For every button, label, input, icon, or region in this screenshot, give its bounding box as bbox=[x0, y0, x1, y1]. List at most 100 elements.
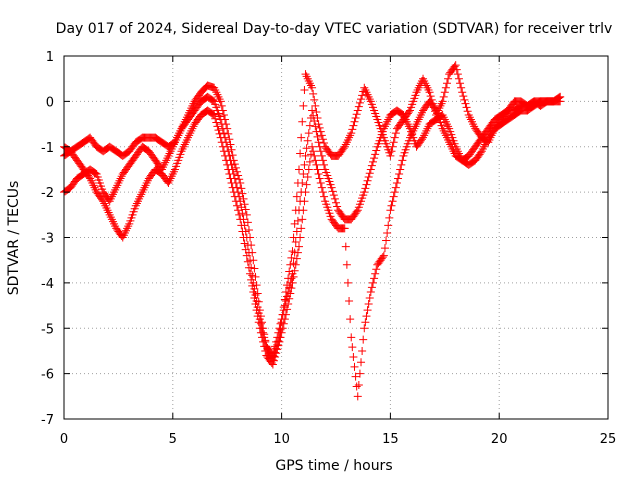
data-point-fill bbox=[346, 131, 355, 140]
data-point-fill bbox=[415, 113, 424, 122]
data-point-fill bbox=[391, 183, 400, 192]
data-point bbox=[353, 392, 362, 401]
data-point-fill bbox=[300, 197, 309, 206]
data-point-fill bbox=[302, 180, 311, 189]
data-point-fill bbox=[251, 272, 260, 281]
data-point-fill bbox=[372, 265, 381, 274]
data-point-fill bbox=[351, 372, 360, 381]
data-point-fill bbox=[387, 201, 396, 210]
data-point bbox=[216, 115, 225, 124]
data-point-fill bbox=[302, 72, 311, 81]
data-point bbox=[360, 188, 369, 197]
data-point-fill bbox=[137, 190, 146, 199]
data-point-fill bbox=[256, 319, 265, 328]
data-point-fill bbox=[371, 269, 380, 278]
data-point-fill bbox=[260, 342, 269, 351]
data-point-fill bbox=[140, 183, 149, 192]
data-point-fill bbox=[390, 133, 399, 142]
data-point-fill bbox=[384, 221, 393, 230]
data-point-fill bbox=[348, 343, 357, 352]
data-point-fill bbox=[182, 135, 191, 144]
data-point-fill bbox=[237, 184, 246, 193]
data-point-fill bbox=[292, 192, 301, 201]
data-point-fill bbox=[297, 133, 306, 142]
data-point-fill bbox=[345, 297, 354, 306]
data-point-fill bbox=[439, 126, 448, 135]
data-point bbox=[301, 151, 310, 160]
data-point-fill bbox=[442, 79, 451, 88]
series-3 bbox=[60, 97, 565, 401]
data-point-fill bbox=[310, 95, 319, 104]
data-point-fill bbox=[108, 217, 117, 226]
data-point-fill bbox=[408, 129, 417, 138]
data-point-fill bbox=[187, 126, 196, 135]
x-axis-ticks: 0 5 10 15 20 25 bbox=[60, 56, 616, 447]
data-point-fill bbox=[124, 222, 133, 231]
data-point-fill bbox=[231, 197, 240, 206]
x-axis-label: GPS time / hours bbox=[275, 458, 392, 474]
data-point-fill bbox=[311, 101, 320, 110]
data-point-fill bbox=[303, 74, 312, 83]
data-point-fill bbox=[299, 169, 308, 178]
series-1 bbox=[60, 61, 565, 365]
y-tick-label: -6 bbox=[41, 368, 54, 383]
data-point-fill bbox=[350, 362, 359, 371]
data-point-fill bbox=[330, 194, 339, 203]
data-point-fill bbox=[440, 88, 449, 97]
data-point-fill bbox=[244, 263, 253, 272]
data-point bbox=[249, 287, 258, 296]
data-point-fill bbox=[123, 224, 132, 233]
data-point-fill bbox=[186, 129, 195, 138]
data-point-fill bbox=[441, 117, 450, 126]
data-point-fill bbox=[290, 266, 299, 275]
data-point-fill bbox=[453, 70, 462, 79]
data-point-fill bbox=[317, 131, 326, 140]
data-point-fill bbox=[318, 156, 327, 165]
data-point-fill bbox=[291, 238, 300, 247]
data-point bbox=[164, 151, 173, 160]
data-point-fill bbox=[305, 157, 314, 166]
data-point-fill bbox=[357, 358, 366, 367]
data-point bbox=[412, 120, 421, 129]
data-point-fill bbox=[212, 118, 221, 127]
data-point-fill bbox=[378, 253, 387, 262]
data-point-fill bbox=[363, 176, 372, 185]
data-point-fill bbox=[414, 115, 423, 124]
data-point-fill bbox=[346, 315, 355, 324]
data-point-fill bbox=[246, 269, 255, 278]
data-point bbox=[392, 179, 401, 188]
data-point-fill bbox=[219, 110, 228, 119]
data-point-fill bbox=[380, 244, 389, 253]
data-point-fill bbox=[357, 95, 366, 104]
data-point-fill bbox=[237, 221, 246, 230]
data-point-fill bbox=[234, 206, 243, 215]
data-point-fill bbox=[181, 138, 190, 147]
data-point-fill bbox=[298, 117, 307, 126]
data-point bbox=[275, 337, 284, 346]
data-point-fill bbox=[132, 199, 141, 208]
data-point-fill bbox=[228, 183, 237, 192]
data-point-fill bbox=[299, 101, 308, 110]
data-point-fill bbox=[352, 382, 361, 391]
data-point-fill bbox=[297, 224, 306, 233]
data-point-fill bbox=[317, 183, 326, 192]
data-point-fill bbox=[404, 107, 413, 116]
data-point-fill bbox=[135, 194, 144, 203]
data-point-fill bbox=[459, 92, 468, 101]
data-point-fill bbox=[368, 157, 377, 166]
data-point-fill bbox=[110, 188, 119, 197]
data-point-fill bbox=[341, 242, 350, 251]
data-point-fill bbox=[250, 294, 259, 302]
data-point-fill bbox=[163, 154, 172, 163]
data-point-fill bbox=[452, 65, 461, 74]
data-point-fill bbox=[370, 154, 379, 163]
data-point-fill bbox=[291, 260, 300, 269]
data-point-fill bbox=[292, 254, 301, 263]
data-point-fill bbox=[312, 160, 321, 169]
data-point-fill bbox=[227, 179, 236, 188]
data-point-fill bbox=[383, 228, 392, 237]
data-point bbox=[184, 133, 193, 142]
data-point-fill bbox=[122, 226, 131, 235]
data-point-fill bbox=[352, 207, 361, 216]
